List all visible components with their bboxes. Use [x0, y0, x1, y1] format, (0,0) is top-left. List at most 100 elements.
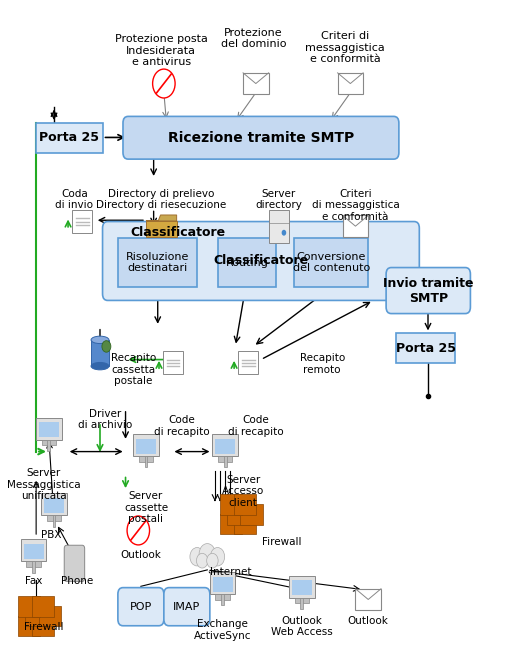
FancyBboxPatch shape: [18, 616, 41, 636]
FancyBboxPatch shape: [218, 456, 232, 462]
FancyBboxPatch shape: [337, 73, 363, 94]
FancyBboxPatch shape: [210, 572, 235, 595]
FancyBboxPatch shape: [295, 597, 309, 603]
Text: Recapito
remoto: Recapito remoto: [299, 353, 345, 375]
Text: Server
Messaggistica
unificata: Server Messaggistica unificata: [7, 468, 81, 501]
FancyBboxPatch shape: [36, 418, 62, 440]
Text: Server
Accesso
client: Server Accesso client: [222, 475, 264, 508]
FancyBboxPatch shape: [227, 504, 249, 525]
Ellipse shape: [91, 336, 109, 344]
Text: PBX: PBX: [41, 531, 62, 541]
FancyBboxPatch shape: [24, 544, 44, 559]
Text: POP: POP: [130, 602, 152, 612]
Text: Invio tramite
SMTP: Invio tramite SMTP: [383, 277, 474, 304]
FancyBboxPatch shape: [18, 596, 41, 616]
Circle shape: [196, 553, 208, 568]
FancyBboxPatch shape: [397, 333, 455, 363]
Text: Outlook: Outlook: [120, 550, 162, 560]
FancyBboxPatch shape: [355, 589, 381, 610]
FancyBboxPatch shape: [213, 577, 233, 591]
Polygon shape: [146, 215, 177, 221]
Text: Phone: Phone: [61, 576, 93, 587]
Text: Criteri
di messaggistica
e conformità: Criteri di messaggistica e conformità: [312, 189, 399, 222]
FancyBboxPatch shape: [118, 587, 164, 626]
Text: Conversione
del contenuto: Conversione del contenuto: [293, 252, 370, 273]
FancyBboxPatch shape: [164, 587, 210, 626]
FancyBboxPatch shape: [32, 562, 35, 572]
Text: Driver
di archivio: Driver di archivio: [78, 409, 132, 430]
FancyBboxPatch shape: [32, 596, 54, 616]
FancyBboxPatch shape: [72, 210, 92, 233]
Ellipse shape: [91, 362, 109, 370]
FancyBboxPatch shape: [136, 439, 156, 453]
Text: Fax: Fax: [25, 576, 42, 587]
Text: Server
cassette
postali: Server cassette postali: [124, 491, 168, 524]
Text: Code
di recapito: Code di recapito: [228, 415, 284, 437]
Text: Coda
di invio: Coda di invio: [55, 189, 93, 211]
Text: Code
di recapito: Code di recapito: [154, 415, 210, 437]
Text: Exchange
ActiveSync: Exchange ActiveSync: [194, 619, 251, 641]
Text: IMAP: IMAP: [173, 602, 201, 612]
FancyBboxPatch shape: [233, 494, 256, 515]
FancyBboxPatch shape: [41, 494, 67, 515]
Text: Firewall: Firewall: [261, 537, 301, 547]
Circle shape: [127, 516, 149, 545]
FancyBboxPatch shape: [233, 513, 256, 535]
Circle shape: [102, 341, 111, 352]
FancyBboxPatch shape: [48, 440, 50, 451]
FancyBboxPatch shape: [123, 116, 399, 159]
FancyBboxPatch shape: [220, 513, 242, 535]
FancyBboxPatch shape: [133, 434, 159, 456]
FancyBboxPatch shape: [221, 595, 224, 605]
FancyBboxPatch shape: [39, 606, 61, 626]
FancyBboxPatch shape: [220, 494, 242, 515]
Text: Routing: Routing: [225, 257, 268, 268]
Text: Recapito
cassetta
postale: Recapito cassetta postale: [110, 353, 156, 386]
Text: Firewall: Firewall: [24, 622, 63, 632]
FancyBboxPatch shape: [47, 515, 61, 521]
Circle shape: [153, 69, 175, 98]
FancyBboxPatch shape: [224, 456, 227, 467]
FancyBboxPatch shape: [102, 222, 419, 300]
FancyBboxPatch shape: [91, 340, 109, 366]
Text: Classificatore: Classificatore: [213, 255, 308, 267]
FancyBboxPatch shape: [215, 439, 235, 453]
Text: Internet: Internet: [210, 566, 251, 577]
FancyBboxPatch shape: [139, 456, 153, 462]
Text: Protezione
del dominio: Protezione del dominio: [221, 28, 286, 50]
FancyBboxPatch shape: [25, 606, 48, 626]
Text: Porta 25: Porta 25: [40, 131, 99, 145]
Text: Server
directory: Server directory: [256, 189, 302, 211]
FancyBboxPatch shape: [36, 123, 102, 152]
Text: Classificatore: Classificatore: [130, 226, 226, 239]
FancyBboxPatch shape: [39, 422, 59, 437]
Text: Risoluzione
destinatari: Risoluzione destinatari: [126, 252, 189, 273]
FancyBboxPatch shape: [32, 616, 54, 636]
Circle shape: [190, 548, 204, 566]
FancyBboxPatch shape: [240, 504, 263, 525]
Circle shape: [281, 230, 286, 236]
FancyBboxPatch shape: [289, 576, 315, 597]
FancyBboxPatch shape: [42, 440, 56, 446]
FancyBboxPatch shape: [238, 351, 258, 374]
Circle shape: [206, 553, 218, 568]
FancyBboxPatch shape: [53, 515, 55, 527]
Text: Protezione posta
Indesiderata
e antivirus: Protezione posta Indesiderata e antiviru…: [115, 34, 208, 67]
FancyBboxPatch shape: [212, 434, 238, 456]
Circle shape: [199, 544, 215, 564]
FancyBboxPatch shape: [21, 539, 46, 562]
FancyBboxPatch shape: [300, 597, 303, 609]
FancyBboxPatch shape: [146, 221, 177, 237]
Text: Outlook
Web Access: Outlook Web Access: [271, 616, 333, 638]
FancyBboxPatch shape: [294, 238, 368, 287]
Text: Ricezione tramite SMTP: Ricezione tramite SMTP: [168, 131, 354, 145]
Text: Directory di prelievo
Directory di riesecuzione: Directory di prelievo Directory di riese…: [96, 189, 227, 211]
FancyBboxPatch shape: [64, 545, 84, 581]
FancyBboxPatch shape: [145, 456, 147, 467]
FancyBboxPatch shape: [243, 73, 269, 94]
FancyBboxPatch shape: [44, 498, 64, 513]
FancyBboxPatch shape: [292, 580, 312, 595]
Text: Porta 25: Porta 25: [395, 342, 456, 354]
Circle shape: [210, 548, 224, 566]
Text: Outlook: Outlook: [348, 616, 389, 626]
